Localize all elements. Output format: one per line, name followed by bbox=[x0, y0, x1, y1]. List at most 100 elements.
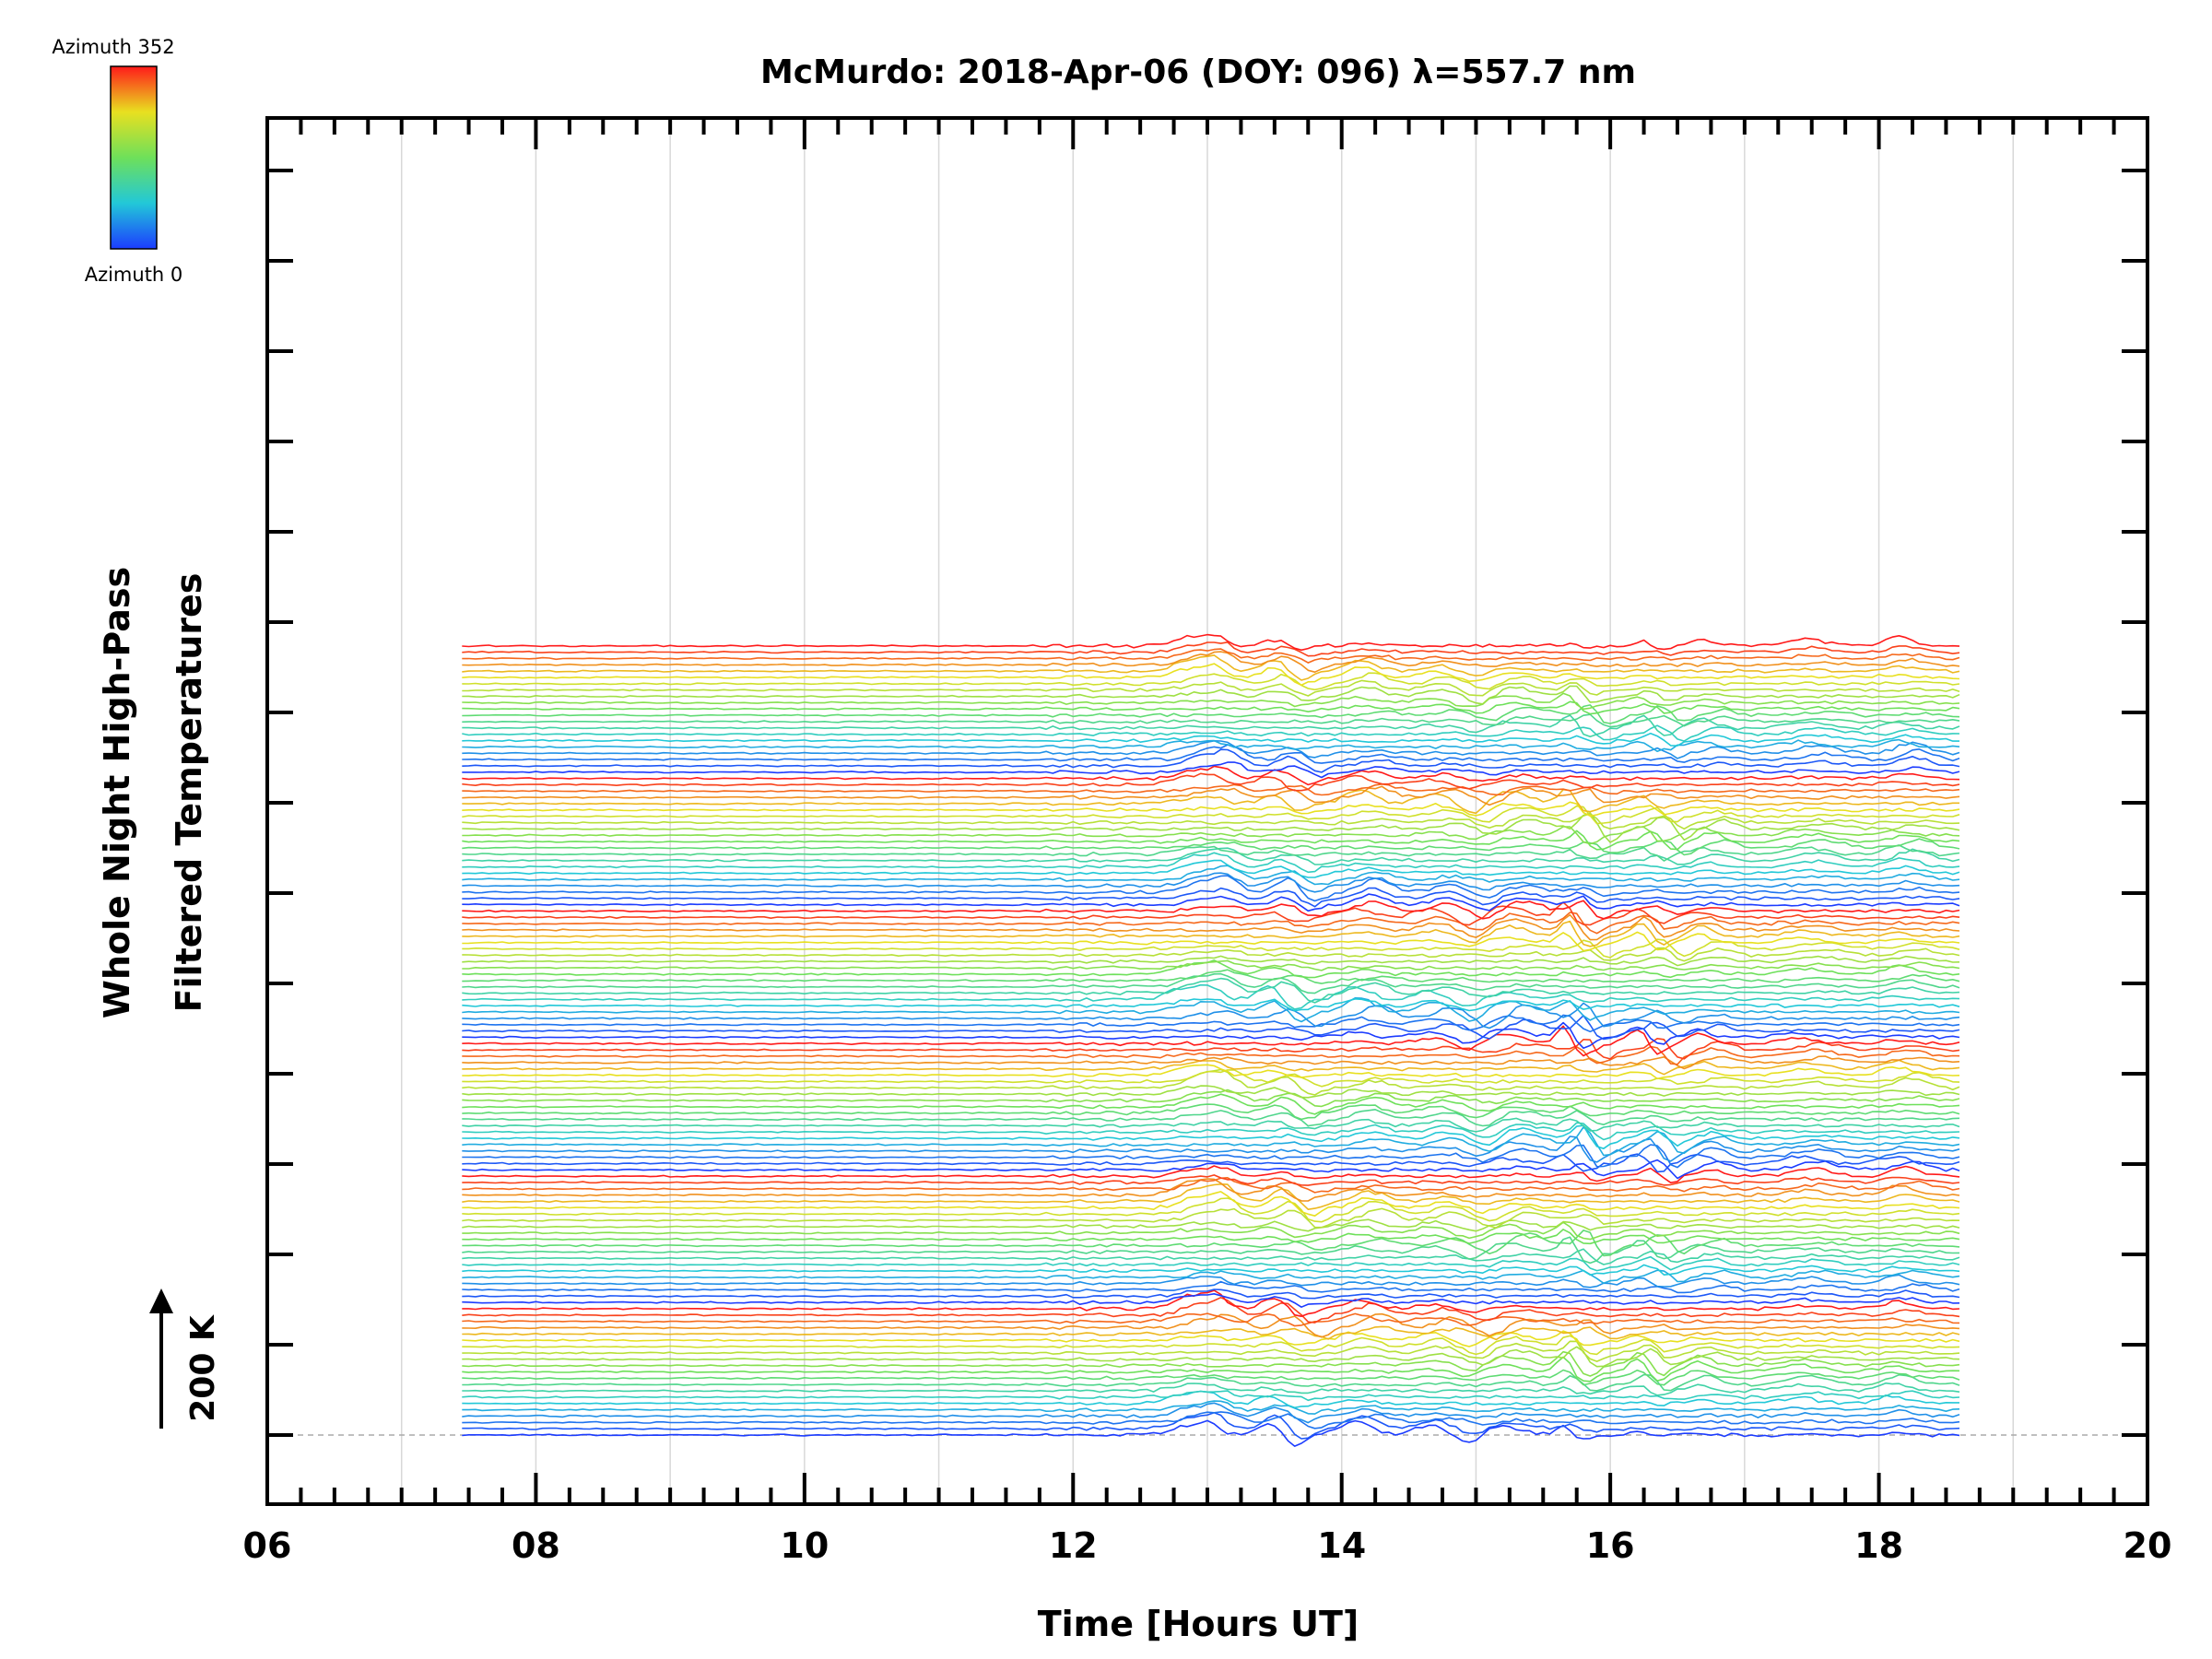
series-line bbox=[462, 901, 1960, 926]
y-axis-label-line1: Whole Night High-Pass bbox=[97, 567, 137, 1018]
series-line bbox=[462, 893, 1960, 912]
series-line bbox=[462, 959, 1960, 971]
series-line bbox=[462, 1335, 1960, 1356]
series-line bbox=[462, 1400, 1960, 1415]
colorbar-bottom-label: Azimuth 0 bbox=[85, 264, 183, 286]
series-line bbox=[462, 1191, 1960, 1217]
series-line bbox=[462, 685, 1960, 705]
series-line bbox=[462, 947, 1960, 962]
series-line bbox=[462, 648, 1960, 664]
series-line bbox=[462, 1255, 1960, 1272]
series-line bbox=[462, 1153, 1960, 1173]
series-line bbox=[462, 1312, 1960, 1338]
series-line bbox=[462, 700, 1960, 715]
series-line bbox=[462, 1207, 1960, 1229]
series-line bbox=[462, 931, 1960, 952]
series-line bbox=[462, 633, 1960, 652]
series-line bbox=[462, 977, 1960, 1004]
series-line bbox=[462, 785, 1960, 806]
series-line bbox=[462, 1274, 1960, 1288]
series-line bbox=[462, 983, 1960, 1010]
axis-ticks bbox=[265, 118, 2149, 1504]
series-line bbox=[462, 788, 1959, 815]
series-line bbox=[462, 1045, 1960, 1065]
x-tick-label: 10 bbox=[780, 1525, 829, 1566]
series-line bbox=[462, 772, 1960, 792]
series-line bbox=[462, 1093, 1960, 1115]
series-line bbox=[462, 1085, 1960, 1099]
series-line bbox=[462, 1144, 1960, 1169]
series-line bbox=[462, 704, 1960, 724]
series-line bbox=[462, 1165, 1960, 1183]
series-line bbox=[462, 852, 1960, 874]
series-line bbox=[462, 1236, 1960, 1265]
x-tick-label: 12 bbox=[1049, 1525, 1098, 1566]
colorbar bbox=[110, 65, 158, 250]
series-line bbox=[462, 1325, 1960, 1341]
x-tick-label: 14 bbox=[1317, 1525, 1366, 1566]
series-line bbox=[462, 955, 1960, 967]
series-line bbox=[462, 1411, 1960, 1430]
series-line bbox=[462, 1297, 1960, 1324]
series-line bbox=[462, 1038, 1960, 1060]
series-line bbox=[462, 1369, 1960, 1386]
series-line bbox=[462, 1402, 1960, 1424]
x-tick-label: 06 bbox=[243, 1525, 292, 1566]
series-line bbox=[462, 1412, 1960, 1440]
series-line bbox=[462, 1373, 1960, 1392]
series-line bbox=[462, 912, 1960, 935]
series-line bbox=[462, 1064, 1960, 1080]
x-tick-label: 18 bbox=[1854, 1525, 1903, 1566]
series-line bbox=[462, 920, 1960, 947]
series-line bbox=[462, 844, 1960, 862]
series-line bbox=[462, 859, 1960, 878]
series-line bbox=[462, 672, 1960, 691]
series-line bbox=[462, 998, 1960, 1012]
series-line bbox=[462, 679, 1960, 697]
x-tick-label: 16 bbox=[1586, 1525, 1635, 1566]
series-line bbox=[462, 714, 1960, 738]
series-line bbox=[462, 1248, 1960, 1265]
series-line bbox=[462, 1340, 1960, 1362]
series-line bbox=[462, 1059, 1960, 1076]
series-line bbox=[462, 887, 1960, 908]
series-line bbox=[462, 1103, 1960, 1121]
series-line bbox=[462, 739, 1960, 759]
series-line bbox=[462, 1126, 1960, 1157]
series-line bbox=[462, 1346, 1960, 1368]
series-line bbox=[462, 1002, 1960, 1030]
series-line bbox=[462, 713, 1960, 728]
series-line bbox=[462, 972, 1960, 994]
series-line bbox=[462, 913, 1960, 941]
series-line bbox=[462, 1229, 1960, 1245]
series-line bbox=[462, 1055, 1960, 1070]
series-line bbox=[462, 826, 1960, 845]
series-line bbox=[462, 1109, 1960, 1127]
scale-arrow-head bbox=[149, 1288, 173, 1313]
y-axis-label-line2: Filtered Temperatures bbox=[169, 573, 209, 1013]
series-line bbox=[462, 801, 1960, 818]
series-line bbox=[462, 761, 1960, 779]
series-line bbox=[462, 812, 1960, 843]
series-line bbox=[462, 1159, 1960, 1180]
series-line bbox=[462, 1117, 1960, 1133]
series-line bbox=[462, 1014, 1960, 1033]
series-line bbox=[462, 738, 1960, 753]
series-line bbox=[462, 1177, 1960, 1194]
series-line bbox=[462, 1419, 1960, 1447]
series-line bbox=[462, 1015, 1960, 1041]
series-line bbox=[462, 1293, 1960, 1308]
series-line bbox=[462, 1312, 1960, 1327]
series-line bbox=[462, 654, 1960, 681]
series-line bbox=[462, 1230, 1960, 1257]
series-line bbox=[462, 724, 1960, 742]
series-line bbox=[462, 1280, 1960, 1294]
series-line bbox=[462, 1390, 1959, 1409]
series-line bbox=[462, 875, 1960, 902]
series-line bbox=[462, 1122, 1960, 1141]
grid-lines bbox=[400, 118, 2015, 1504]
series-line bbox=[462, 744, 1960, 764]
series-line bbox=[462, 1088, 1960, 1108]
